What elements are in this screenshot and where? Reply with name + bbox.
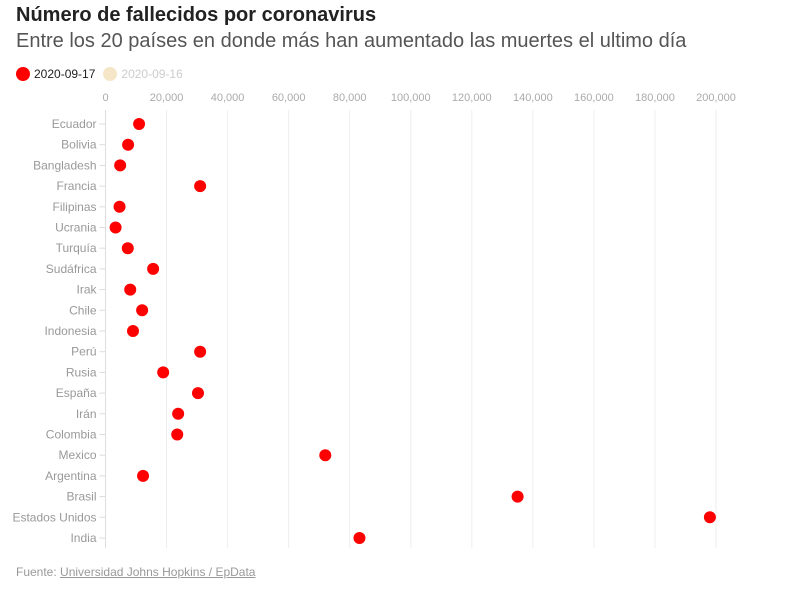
- data-point-españa: [191, 387, 204, 400]
- data-point-filipinas: [113, 200, 126, 213]
- y-tick-label: Perú: [71, 345, 96, 359]
- data-point-bangladesh: [114, 159, 127, 172]
- x-tick-label: 40,000: [211, 92, 245, 104]
- data-point-ucrania: [109, 221, 122, 234]
- data-point-indonesia: [126, 325, 139, 337]
- data-point-brasil: [511, 490, 524, 503]
- chart-title: Número de fallecidos por coronavirus: [16, 4, 377, 26]
- x-tick-label: 60,000: [272, 92, 306, 104]
- legend-item-current[interactable]: 2020-09-17: [34, 67, 96, 81]
- y-tick-label: Irak: [76, 283, 97, 297]
- data-point-colombia: [171, 428, 184, 441]
- data-point-rusia: [157, 366, 170, 379]
- y-tick-label: Brasil: [66, 490, 96, 504]
- data-point-francia: [194, 180, 207, 193]
- y-tick-label: Sudáfrica: [46, 262, 97, 276]
- y-tick-label: Turquía: [56, 241, 97, 255]
- x-tick-label: 120,000: [452, 92, 492, 104]
- y-tick-label: Bangladesh: [33, 158, 96, 172]
- source-label: Fuente:: [16, 565, 57, 579]
- legend: 2020-09-17 2020-09-16: [16, 67, 183, 81]
- x-tick-label: 200,000: [696, 92, 736, 104]
- y-tick-label: Ucrania: [55, 221, 97, 235]
- y-tick-label: Bolivia: [61, 138, 97, 152]
- y-tick-label: Francia: [56, 179, 96, 193]
- y-tick-label: Irán: [76, 407, 97, 421]
- y-tick-label: Estados Unidos: [12, 510, 96, 524]
- data-point-sudáfrica: [147, 262, 160, 275]
- footer: Fuente: Universidad Johns Hopkins / EpDa…: [16, 565, 255, 579]
- y-tick-label: Rusia: [66, 365, 97, 379]
- x-tick-label: 0: [102, 92, 108, 104]
- y-tick-label: Ecuador: [52, 117, 97, 131]
- data-point-irán: [172, 407, 185, 420]
- data-point-mexico: [319, 449, 332, 462]
- data-point-estados-unidos: [703, 511, 716, 524]
- x-tick-label: 180,000: [635, 92, 675, 104]
- legend-item-previous[interactable]: 2020-09-16: [121, 67, 183, 81]
- source-link[interactable]: Universidad Johns Hopkins / EpData: [60, 565, 256, 579]
- x-tick-label: 20,000: [150, 92, 184, 104]
- x-tick-label: 140,000: [513, 92, 553, 104]
- x-tick-label: 80,000: [333, 92, 367, 104]
- y-tick-label: Argentina: [45, 469, 97, 483]
- data-point-turquía: [121, 242, 134, 255]
- data-point-perú: [194, 345, 207, 358]
- y-tick-label: Indonesia: [44, 324, 96, 338]
- data-point-argentina: [137, 469, 150, 482]
- data-point-india: [353, 532, 366, 544]
- data-point-ecuador: [133, 118, 146, 130]
- legend-swatch-current: [16, 67, 30, 81]
- data-point-bolivia: [122, 138, 135, 151]
- y-tick-label: Mexico: [58, 448, 96, 462]
- legend-swatch-previous: [103, 67, 118, 81]
- chart-subtitle: Entre los 20 países en donde más han aum…: [16, 30, 687, 52]
- y-tick-label: Chile: [69, 303, 97, 317]
- data-point-chile: [136, 304, 149, 317]
- data-point-irak: [124, 283, 137, 296]
- x-tick-label: 160,000: [574, 92, 614, 104]
- y-tick-label: Filipinas: [52, 200, 96, 214]
- y-tick-label: Colombia: [46, 428, 97, 442]
- x-tick-label: 100,000: [391, 92, 431, 104]
- y-tick-label: India: [70, 531, 96, 545]
- y-tick-label: España: [56, 386, 97, 400]
